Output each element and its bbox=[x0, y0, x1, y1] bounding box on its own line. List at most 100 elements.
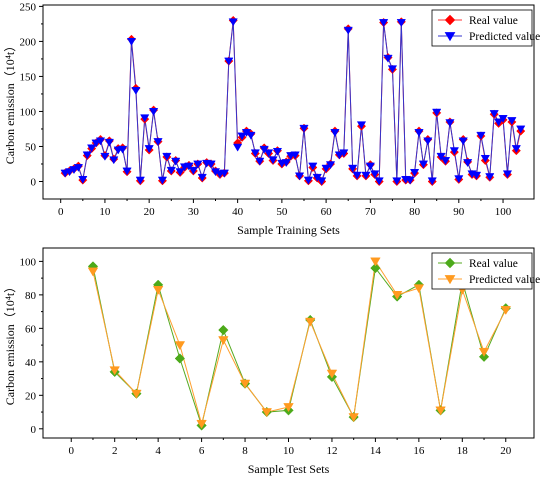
predicted-value-point bbox=[144, 145, 154, 154]
predicted-value-point bbox=[206, 160, 216, 169]
x-tick-label: 30 bbox=[188, 206, 200, 218]
x-tick-label: 8 bbox=[242, 445, 248, 457]
predicted-value-point bbox=[171, 157, 181, 166]
predicted-value-point bbox=[405, 176, 415, 185]
predicted-value-point bbox=[330, 129, 340, 137]
y-axis-title: Carbon emission（10⁴t） bbox=[3, 40, 17, 165]
y-tick-label: 50 bbox=[25, 141, 37, 153]
predicted-value-point bbox=[255, 157, 265, 166]
predicted-value-point bbox=[152, 286, 164, 295]
predicted-value-point bbox=[413, 284, 425, 294]
predicted-value-point bbox=[493, 118, 504, 127]
y-tick-label: 60 bbox=[25, 323, 37, 335]
predicted-value-point bbox=[135, 176, 145, 185]
x-tick-label: 10 bbox=[99, 206, 111, 218]
predicted-value-point bbox=[228, 18, 238, 27]
predicted-value-point bbox=[290, 151, 300, 160]
x-tick-label: 14 bbox=[370, 445, 382, 457]
legend-real-marker bbox=[444, 14, 456, 26]
y-tick-label: 20 bbox=[25, 390, 37, 402]
predicted-value-point bbox=[69, 166, 79, 175]
predicted-value-point bbox=[392, 177, 402, 186]
predicted-value-point bbox=[365, 162, 375, 171]
predicted-value-point bbox=[140, 114, 150, 123]
predicted-value-point bbox=[440, 157, 451, 165]
predicted-value-point bbox=[374, 177, 384, 186]
predicted-value-point bbox=[449, 147, 460, 156]
predicted-value-point bbox=[343, 26, 353, 35]
predicted-value-point bbox=[325, 161, 336, 170]
predicted-value-point bbox=[162, 152, 172, 161]
x-tick-label: 20 bbox=[144, 206, 156, 218]
predicted-value-point bbox=[414, 129, 424, 137]
predicted-value-line bbox=[92, 259, 507, 426]
predicted-value-point bbox=[370, 257, 381, 267]
predicted-value-point bbox=[232, 143, 243, 152]
predicted-value-point bbox=[471, 171, 482, 180]
x-tick-label: 50 bbox=[276, 206, 288, 218]
predicted-value-point bbox=[126, 38, 137, 46]
y-tick-label: 40 bbox=[25, 357, 37, 369]
predicted-value-point bbox=[432, 108, 442, 117]
legend-predicted-marker bbox=[444, 32, 456, 42]
training-chart: 0 10 20 30 40 50 60 70 80 90 100 0 50 100 150 200 250 Sam… bbox=[3, 1, 540, 237]
predicted-value-point bbox=[219, 169, 229, 178]
predicted-value-point bbox=[361, 171, 371, 180]
y-tick-label: 0 bbox=[31, 424, 37, 436]
predicted-value-point bbox=[348, 413, 359, 423]
predicted-value-point bbox=[387, 65, 398, 74]
predicted-value-point bbox=[117, 145, 128, 154]
predicted-value-point bbox=[352, 171, 362, 180]
predicted-value-point bbox=[454, 175, 464, 184]
real-value-line bbox=[92, 266, 507, 428]
predicted-value-point bbox=[476, 131, 486, 140]
predicted-value-point bbox=[308, 162, 318, 171]
predicted-value-point bbox=[303, 176, 314, 185]
predicted-value-point bbox=[321, 164, 331, 173]
predicted-value-point bbox=[502, 170, 513, 179]
x-tick-label: 20 bbox=[500, 445, 512, 457]
predicted-value-point bbox=[418, 160, 429, 169]
predicted-value-point bbox=[175, 168, 185, 177]
predicted-value-point bbox=[261, 408, 273, 418]
predicted-value-point bbox=[196, 419, 207, 429]
predicted-value-point bbox=[64, 168, 75, 177]
predicted-value-point bbox=[87, 144, 97, 153]
y-tick-label: 250 bbox=[20, 1, 37, 13]
predicted-value-point bbox=[174, 341, 186, 351]
predicted-value-point bbox=[153, 138, 163, 147]
predicted-value-point bbox=[370, 170, 380, 179]
y-tick-label: 200 bbox=[20, 36, 37, 48]
predicted-value-point bbox=[436, 152, 446, 161]
predicted-value-point bbox=[423, 137, 433, 146]
predicted-value-point bbox=[109, 156, 119, 165]
predicted-value-point bbox=[511, 145, 521, 154]
predicted-value-point bbox=[458, 137, 468, 146]
x-tick-label: 60 bbox=[321, 206, 333, 218]
predicted-value-point bbox=[281, 159, 291, 168]
predicted-value-point bbox=[184, 162, 194, 171]
predicted-value-point bbox=[263, 149, 274, 158]
predicted-value-point bbox=[500, 306, 511, 315]
real-value-point bbox=[174, 353, 186, 364]
legend-real-label: Real value bbox=[469, 15, 518, 27]
predicted-value-point bbox=[317, 177, 327, 186]
predicted-value-point bbox=[283, 403, 294, 413]
x-tick-label: 4 bbox=[155, 445, 161, 457]
x-tick-label: 16 bbox=[413, 445, 425, 457]
real-value-point bbox=[370, 262, 381, 274]
predicted-value-point bbox=[246, 131, 256, 140]
predicted-value-point bbox=[268, 156, 278, 165]
x-tick-label: 40 bbox=[232, 206, 244, 218]
predicted-value-point bbox=[193, 160, 203, 169]
predicted-value-point bbox=[348, 164, 358, 173]
predicted-value-point bbox=[131, 389, 142, 399]
x-axis-title: Sample Test Sets bbox=[248, 462, 330, 476]
y-tick-label: 150 bbox=[20, 71, 37, 83]
predicted-value-point bbox=[157, 176, 168, 185]
predicted-value-point bbox=[516, 125, 526, 134]
predicted-value-point bbox=[427, 177, 437, 186]
predicted-value-point bbox=[91, 139, 101, 148]
x-tick-label: 6 bbox=[199, 445, 205, 457]
